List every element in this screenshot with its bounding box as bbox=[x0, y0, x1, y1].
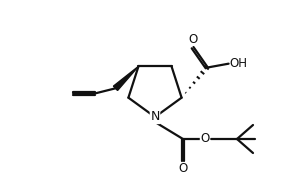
Text: O: O bbox=[200, 132, 210, 146]
Text: OH: OH bbox=[230, 57, 247, 70]
Polygon shape bbox=[113, 66, 139, 91]
Text: N: N bbox=[150, 111, 160, 123]
Text: O: O bbox=[178, 162, 188, 176]
Text: O: O bbox=[188, 33, 197, 46]
